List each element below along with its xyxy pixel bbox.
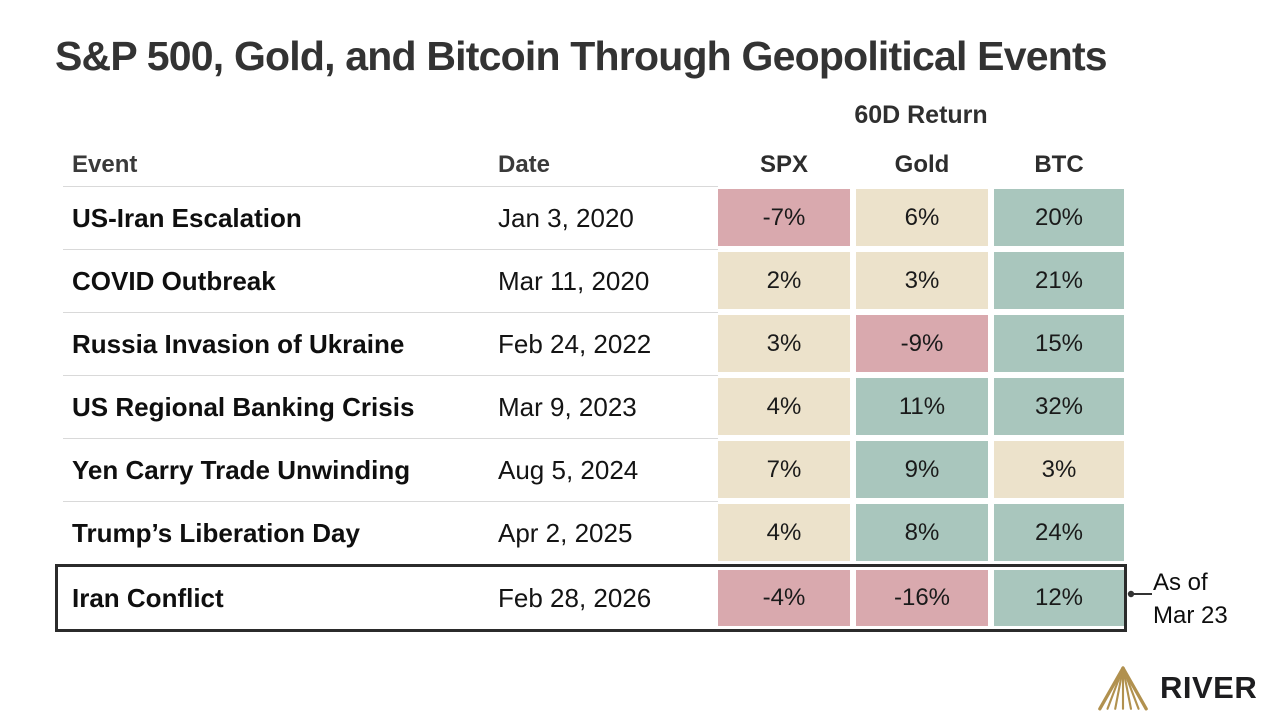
annotation-text: As of Mar 23 xyxy=(1153,566,1228,632)
as-of-annotation: As of Mar 23 xyxy=(1127,566,1228,632)
callout-arrow-icon xyxy=(1127,590,1152,598)
table-row: US-Iran Escalation Jan 3, 2020 -7% 6% 20… xyxy=(55,186,1127,249)
river-rays-icon xyxy=(1098,666,1148,711)
value-cell: 3% xyxy=(994,441,1124,498)
row-left-pane: Russia Invasion of Ukraine Feb 24, 2022 xyxy=(63,312,718,375)
table-row: US Regional Banking Crisis Mar 9, 2023 4… xyxy=(55,375,1127,438)
column-header-btc: BTC xyxy=(1034,151,1084,178)
value-cell: 6% xyxy=(856,189,988,246)
column-header-event: Event xyxy=(72,151,138,178)
value-cell: 7% xyxy=(718,441,850,498)
column-header-spx: SPX xyxy=(759,151,809,178)
river-logo-text: RIVER xyxy=(1160,669,1258,705)
row-left-pane: Iran Conflict Feb 28, 2026 xyxy=(63,567,718,629)
event-cell: Trump’s Liberation Day xyxy=(72,517,360,548)
event-cell: US Regional Banking Crisis xyxy=(72,391,415,422)
event-cell: US-Iran Escalation xyxy=(72,202,302,233)
value-cell: 20% xyxy=(994,189,1124,246)
value-cell: 15% xyxy=(994,315,1124,372)
event-cell: Iran Conflict xyxy=(72,582,224,613)
date-cell: Aug 5, 2024 xyxy=(498,454,639,485)
value-cell: 11% xyxy=(856,378,988,435)
group-header-60d-return: 60D Return xyxy=(854,101,988,129)
row-left-pane: COVID Outbreak Mar 11, 2020 xyxy=(63,249,718,312)
date-cell: Mar 11, 2020 xyxy=(498,265,650,296)
river-logo: RIVER xyxy=(1098,664,1257,711)
row-left-pane: US Regional Banking Crisis Mar 9, 2023 xyxy=(63,375,718,438)
page-title: S&P 500, Gold, and Bitcoin Through Geopo… xyxy=(55,33,1108,79)
value-cell: -16% xyxy=(856,570,988,626)
event-cell: Russia Invasion of Ukraine xyxy=(72,328,405,359)
table-row: COVID Outbreak Mar 11, 2020 2% 3% 21% xyxy=(55,249,1127,312)
table-rows: US-Iran Escalation Jan 3, 2020 -7% 6% 20… xyxy=(55,186,1127,632)
value-cell: -4% xyxy=(718,570,850,626)
value-cell: 4% xyxy=(718,504,850,561)
table-row: Trump’s Liberation Day Apr 2, 2025 4% 8%… xyxy=(55,501,1127,564)
value-cell: -7% xyxy=(718,189,850,246)
value-cell: 3% xyxy=(718,315,850,372)
date-cell: Mar 9, 2023 xyxy=(498,391,637,422)
event-cell: COVID Outbreak xyxy=(72,265,276,296)
column-header-date: Date xyxy=(498,151,551,178)
date-cell: Jan 3, 2020 xyxy=(498,202,634,233)
table-row: Yen Carry Trade Unwinding Aug 5, 2024 7%… xyxy=(55,438,1127,501)
date-cell: Feb 24, 2022 xyxy=(498,328,652,359)
row-left-pane: Trump’s Liberation Day Apr 2, 2025 xyxy=(63,501,718,564)
value-cell: 8% xyxy=(856,504,988,561)
value-cell: 2% xyxy=(718,252,850,309)
value-cell: 4% xyxy=(718,378,850,435)
event-cell: Yen Carry Trade Unwinding xyxy=(72,454,411,485)
date-cell: Feb 28, 2026 xyxy=(498,582,652,613)
value-cell: 9% xyxy=(856,441,988,498)
value-cell: 32% xyxy=(994,378,1124,435)
row-left-pane: Yen Carry Trade Unwinding Aug 5, 2024 xyxy=(63,438,718,501)
value-cell: 24% xyxy=(994,504,1124,561)
date-cell: Apr 2, 2025 xyxy=(498,517,633,548)
column-header-gold: Gold xyxy=(894,151,950,178)
table-row: Russia Invasion of Ukraine Feb 24, 2022 … xyxy=(55,312,1127,375)
value-cell: 3% xyxy=(856,252,988,309)
row-left-pane: US-Iran Escalation Jan 3, 2020 xyxy=(63,186,718,249)
annotation-line2: Mar 23 xyxy=(1153,602,1228,629)
annotation-line1: As of xyxy=(1153,569,1208,596)
table-row: Iran Conflict Feb 28, 2026 -4% -16% 12% xyxy=(55,564,1127,632)
value-cell: 21% xyxy=(994,252,1124,309)
value-cell: -9% xyxy=(856,315,988,372)
value-cell: 12% xyxy=(994,570,1124,626)
